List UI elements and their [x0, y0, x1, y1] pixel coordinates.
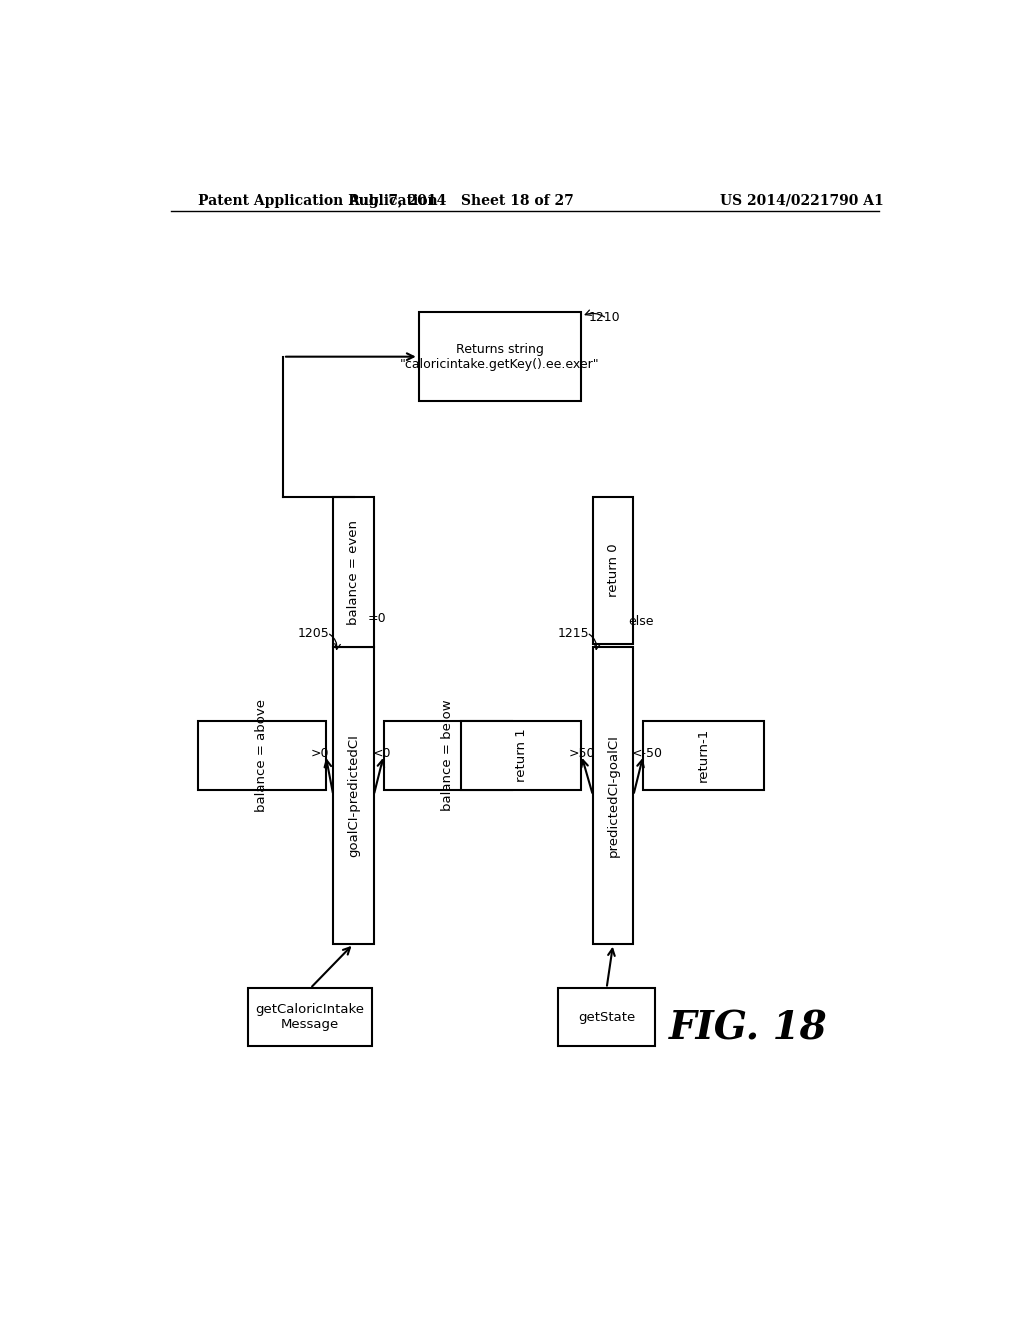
- Text: goalCI-predictedCI: goalCI-predictedCI: [347, 734, 360, 857]
- Bar: [248, 989, 372, 1047]
- Text: US 2014/0221790 A1: US 2014/0221790 A1: [720, 194, 884, 207]
- Text: Patent Application Publication: Patent Application Publication: [198, 194, 437, 207]
- Text: balance = above: balance = above: [255, 698, 268, 812]
- Text: return 0: return 0: [606, 544, 620, 597]
- Text: balance = below: balance = below: [441, 700, 455, 810]
- Bar: [593, 647, 633, 944]
- Bar: [198, 721, 326, 789]
- Text: return-1: return-1: [697, 729, 710, 783]
- Bar: [461, 721, 582, 789]
- Bar: [334, 498, 374, 647]
- Bar: [593, 498, 633, 644]
- Bar: [384, 721, 512, 789]
- Text: predictedCI-goalCI: predictedCI-goalCI: [606, 734, 620, 857]
- Text: =0: =0: [368, 611, 386, 624]
- Text: Aug. 7, 2014   Sheet 18 of 27: Aug. 7, 2014 Sheet 18 of 27: [348, 194, 574, 207]
- Text: 1205: 1205: [298, 627, 330, 640]
- Bar: [558, 989, 655, 1047]
- Text: else: else: [629, 615, 654, 628]
- Text: >0: >0: [310, 747, 329, 760]
- Text: return 1: return 1: [515, 729, 527, 781]
- Text: getState: getState: [578, 1011, 635, 1024]
- Text: getCaloricIntake
Message: getCaloricIntake Message: [256, 1003, 365, 1031]
- Text: Returns string
"caloricintake.getKey().ee.exer": Returns string "caloricintake.getKey().e…: [400, 343, 600, 371]
- Text: <-50: <-50: [632, 747, 663, 760]
- Text: FIG. 18: FIG. 18: [669, 1010, 827, 1048]
- Bar: [334, 647, 374, 944]
- Bar: [643, 721, 764, 789]
- Bar: [419, 313, 582, 401]
- Text: 1215: 1215: [557, 627, 589, 640]
- Text: >50: >50: [568, 747, 595, 760]
- Text: <0: <0: [373, 747, 391, 760]
- Text: balance = even: balance = even: [347, 520, 360, 624]
- Text: 1210: 1210: [589, 312, 621, 323]
